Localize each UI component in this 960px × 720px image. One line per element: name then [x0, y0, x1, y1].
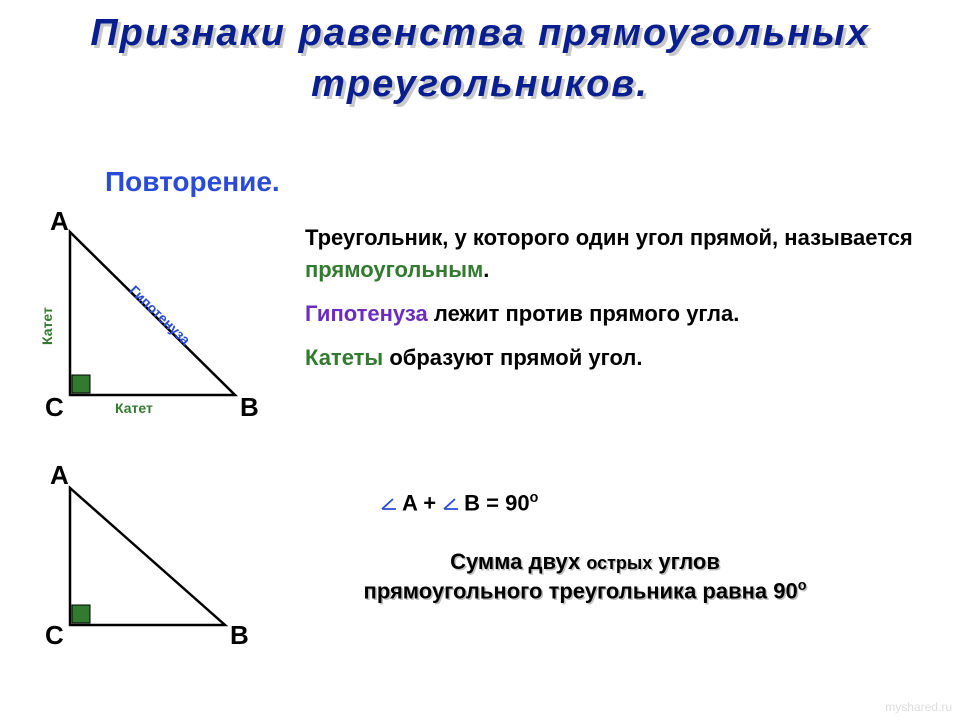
watermark: myshared.ru [885, 700, 952, 714]
t1-katet-horizontal: Катет [115, 400, 153, 416]
t1-vertex-c: C [45, 392, 64, 423]
angle-sum-formula: A + B = 90о [380, 490, 538, 516]
page-title-line1: Признаки равенства прямоугольных [0, 8, 960, 59]
page-title-line2: треугольников. [0, 59, 960, 110]
angle-icon [442, 497, 460, 511]
t2-vertex-b: B [230, 620, 249, 651]
t1-katet-vertical: Катет [39, 307, 55, 345]
angle-sum-statement: Сумма двух острых углов прямоугольного т… [300, 548, 870, 606]
definitions-block: Треугольник, у которого один угол прямой… [305, 222, 925, 374]
angle-icon [380, 497, 398, 511]
def-line-3: Катеты образуют прямой угол. [305, 342, 925, 374]
t1-vertex-b: B [240, 392, 259, 423]
t2-vertex-a: A [50, 460, 69, 491]
def-line-1: Треугольник, у которого один угол прямой… [305, 222, 925, 286]
subtitle: Повторение. [105, 166, 280, 198]
t2-vertex-c: C [45, 620, 64, 651]
def-line-2: Гипотенуза лежит против прямого угла. [305, 298, 925, 330]
t1-vertex-a: A [50, 206, 69, 237]
